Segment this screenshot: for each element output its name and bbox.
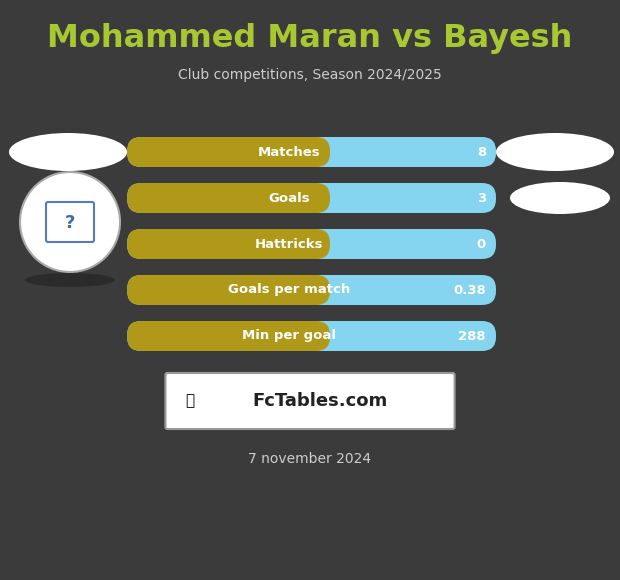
FancyBboxPatch shape [127,275,496,305]
Text: 0.38: 0.38 [453,284,486,296]
FancyBboxPatch shape [127,321,496,351]
Text: 288: 288 [458,329,486,343]
Circle shape [20,172,120,272]
Text: 3: 3 [477,191,486,205]
Text: ?: ? [65,214,75,232]
Text: Hattricks: Hattricks [255,237,324,251]
Ellipse shape [25,273,115,287]
Text: 7 november 2024: 7 november 2024 [249,452,371,466]
Text: Mohammed Maran vs Bayesh: Mohammed Maran vs Bayesh [47,23,573,53]
FancyBboxPatch shape [127,275,330,305]
Text: 0: 0 [477,237,486,251]
Ellipse shape [510,182,610,214]
FancyBboxPatch shape [127,229,496,259]
Text: 8: 8 [477,146,486,158]
FancyBboxPatch shape [127,137,330,167]
Ellipse shape [496,133,614,171]
FancyBboxPatch shape [166,373,454,429]
FancyBboxPatch shape [127,321,330,351]
Text: Min per goal: Min per goal [242,329,337,343]
Text: Goals: Goals [268,191,310,205]
Text: 📈: 📈 [185,393,194,408]
FancyBboxPatch shape [46,202,94,242]
FancyBboxPatch shape [127,229,330,259]
FancyBboxPatch shape [127,183,330,213]
Text: Goals per match: Goals per match [228,284,350,296]
FancyBboxPatch shape [127,137,496,167]
FancyBboxPatch shape [127,183,496,213]
Text: Club competitions, Season 2024/2025: Club competitions, Season 2024/2025 [178,68,442,82]
Text: Matches: Matches [258,146,321,158]
Text: FcTables.com: FcTables.com [252,392,388,410]
Ellipse shape [9,133,127,171]
